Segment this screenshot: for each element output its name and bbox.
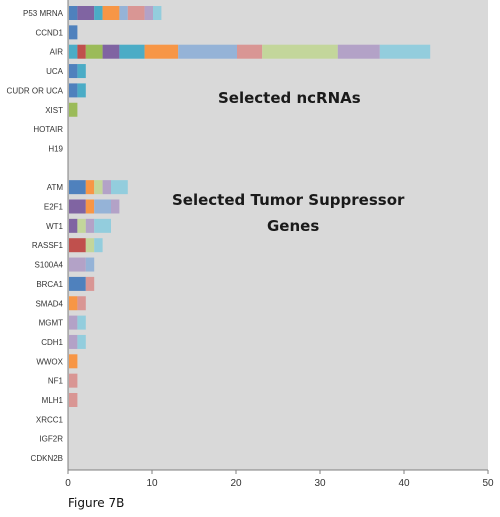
bar-segment	[127, 6, 145, 20]
category-label: AIR	[50, 48, 64, 57]
bar-segment	[69, 354, 78, 369]
bar-segment	[94, 238, 103, 253]
category-label: SMAD4	[35, 299, 63, 308]
annotation-tumor-suppressor: Selected Tumor Suppressor	[172, 191, 405, 209]
x-tick-label: 30	[314, 478, 326, 489]
category-label: UCA	[46, 67, 64, 76]
bar-segment	[69, 64, 78, 79]
bar-segment	[94, 6, 103, 20]
bar-segment	[69, 199, 86, 214]
bar-segment	[69, 315, 78, 330]
bar-segment	[94, 180, 103, 195]
category-label: S100A4	[35, 261, 64, 270]
bar-segment	[102, 180, 111, 195]
category-label: ATM	[47, 183, 64, 192]
category-label: CUDR OR UCA	[7, 86, 64, 95]
bar-segment	[337, 44, 380, 59]
bar-segment	[262, 44, 338, 59]
x-tick-label: 0	[65, 478, 71, 489]
bar-segment	[69, 218, 78, 233]
bar-segment	[77, 44, 86, 59]
bar-segment	[94, 218, 111, 233]
bar-segment	[111, 199, 120, 214]
category-label: IGF2R	[39, 435, 63, 444]
bar-segment	[85, 199, 95, 214]
bar-segment	[94, 199, 111, 214]
bar-segment	[69, 238, 86, 253]
bar-segment	[85, 180, 95, 195]
bar-segment	[69, 257, 86, 272]
category-label: HOTAIR	[33, 125, 63, 134]
category-label: NF1	[48, 377, 64, 386]
x-tick-label: 20	[230, 478, 242, 489]
category-label: XIST	[45, 106, 63, 115]
axis-layer	[67, 0, 488, 471]
x-tick-label: 40	[398, 478, 410, 489]
bar-segment	[102, 6, 120, 20]
x-tick-labels: 0 10 20 30 40 50	[65, 470, 494, 489]
bar-segment	[144, 6, 153, 20]
category-label: H19	[48, 144, 63, 153]
category-label: MGMT	[39, 319, 64, 328]
annotation-ncrnas: Selected ncRNAs	[218, 89, 361, 107]
bar-segment	[77, 334, 86, 349]
category-labels: P53 MRNA CCND1 AIR UCA CUDR OR UCA XIST HOTAIR…	[7, 9, 64, 463]
bar-segment	[153, 6, 162, 20]
bar-segment	[69, 334, 78, 349]
x-tick-label: 10	[146, 478, 158, 489]
category-label: WT1	[46, 222, 63, 231]
bar-segment	[69, 102, 78, 117]
category-label: P53 MRNA	[23, 9, 64, 18]
bar-segment	[144, 44, 179, 59]
bars-layer	[69, 6, 431, 407]
bar-segment	[69, 6, 78, 20]
bar-segment	[69, 393, 78, 407]
category-label: CDH1	[41, 338, 63, 347]
bar-segment	[85, 238, 95, 253]
annotation-genes: Genes	[267, 217, 319, 235]
bar-segment	[77, 83, 86, 98]
bar-segment	[85, 218, 95, 233]
category-label: E2F1	[44, 203, 64, 212]
bar-segment	[237, 44, 263, 59]
bar-segment	[119, 6, 128, 20]
category-label: CCND1	[35, 28, 63, 37]
category-label: WWOX	[36, 357, 63, 366]
bar-segment	[69, 276, 86, 291]
category-label: CDKN2B	[31, 454, 63, 463]
bar-segment	[77, 218, 86, 233]
bar-segment	[69, 25, 78, 40]
bar-segment	[85, 257, 95, 272]
bar-segment	[119, 44, 145, 59]
category-label: XRCC1	[36, 415, 64, 424]
bar-segment	[85, 44, 103, 59]
x-tick-label: 50	[482, 478, 494, 489]
category-label: MLH1	[42, 396, 64, 405]
bar-segment	[69, 44, 78, 59]
plot-area	[68, 0, 488, 470]
bar-segment	[77, 6, 95, 20]
bar-segment	[69, 373, 78, 388]
bar-segment	[77, 296, 86, 311]
bar-segment	[69, 180, 86, 195]
category-label: BRCA1	[36, 280, 63, 289]
bar-segment	[379, 44, 431, 59]
bar-segment	[77, 64, 86, 79]
category-label: RASSF1	[32, 241, 64, 250]
bar-segment	[85, 276, 95, 291]
bar-segment	[102, 44, 120, 59]
bar-segment	[178, 44, 237, 59]
bar-segment	[77, 315, 86, 330]
bar-segment	[69, 296, 78, 311]
figure-caption: Figure 7B	[68, 496, 125, 510]
bar-segment	[111, 180, 128, 195]
bar-segment	[69, 83, 78, 98]
